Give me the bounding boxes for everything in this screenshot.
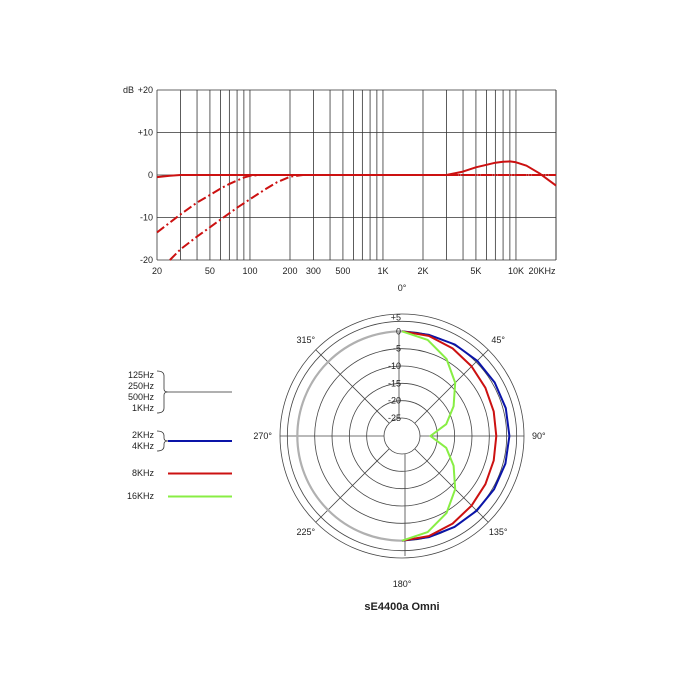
radial-tick-label: -10 [388,361,401,371]
x-tick-label: 50 [205,266,215,276]
chart-title: sE4400a Omni [364,601,439,613]
x-tick-label: 20 [152,266,162,276]
polar-spoke [414,349,489,424]
polar-spoke [315,349,390,424]
y-tick-label: +20 [138,85,153,95]
x-tick-label: 2K [417,266,428,276]
polar-spoke [315,448,390,523]
radial-tick-label: -15 [388,378,401,388]
legend-bracket [156,430,169,452]
angle-label: 90° [532,431,546,441]
x-tick-label: 200 [282,266,297,276]
angle-label: 315° [297,335,316,345]
y-tick-label: -20 [140,255,153,265]
radial-tick-label: +5 [391,312,401,322]
response-series-line [156,160,557,187]
low-cut-series-line [156,174,556,234]
y-tick-label: -10 [140,213,153,223]
polar-series-line [296,330,403,542]
legend-label: 125Hz [128,370,155,380]
angle-label: 180° [393,579,412,589]
polar-series-line [401,330,457,542]
frequency-response-chart: 20 50 100 200 300 500 1K 2K 5K 10K 20KHz +20 +10 0 -10… [123,85,557,276]
polar-pattern-chart: +5 0 -5 -10 -15 -20 -25 0° 45° 90° 135° 180° 225° 270… [127,283,546,613]
polar-grid [279,313,525,559]
legend-label: 2KHz [132,430,155,440]
polar-series-line [401,330,498,542]
radial-tick-label: -5 [393,344,401,354]
legend-label: 4KHz [132,441,155,451]
angle-label: 135° [489,527,508,537]
y-axis-label: dB [123,85,134,95]
legend-label: 250Hz [128,381,155,391]
x-tick-label: 1K [377,266,388,276]
x-tick-label: 10K [508,266,524,276]
legend-label: 16KHz [127,491,155,501]
polar-labels: +5 0 -5 -10 -15 -20 -25 0° 45° 90° 135° 180° 225° 270… [253,283,546,589]
x-tick-label: 100 [242,266,257,276]
angle-label: 270° [253,431,272,441]
angle-label: 45° [491,335,505,345]
frequency-series [156,160,557,261]
legend-label: 1KHz [132,403,155,413]
frequency-tick-labels: 20 50 100 200 300 500 1K 2K 5K 10K 20KHz +20 +10 0 -10… [138,85,556,276]
legend-label: 8KHz [132,468,155,478]
x-tick-label: 20KHz [528,266,556,276]
x-tick-label: 5K [470,266,481,276]
x-tick-label: 300 [306,266,321,276]
low-cut-series-line [169,174,556,261]
polar-series-line [401,330,511,542]
radial-tick-label: 0 [396,326,401,336]
y-tick-label: 0 [148,170,153,180]
angle-label: 225° [297,527,316,537]
radial-tick-label: -20 [388,396,401,406]
legend-label: 500Hz [128,392,155,402]
radial-tick-label: -25 [388,413,401,423]
angle-label: 0° [398,283,407,293]
polar-series [296,330,511,542]
x-tick-label: 500 [335,266,350,276]
polar-ring [383,417,421,455]
y-tick-label: +10 [138,128,153,138]
legend-bracket [156,370,169,414]
